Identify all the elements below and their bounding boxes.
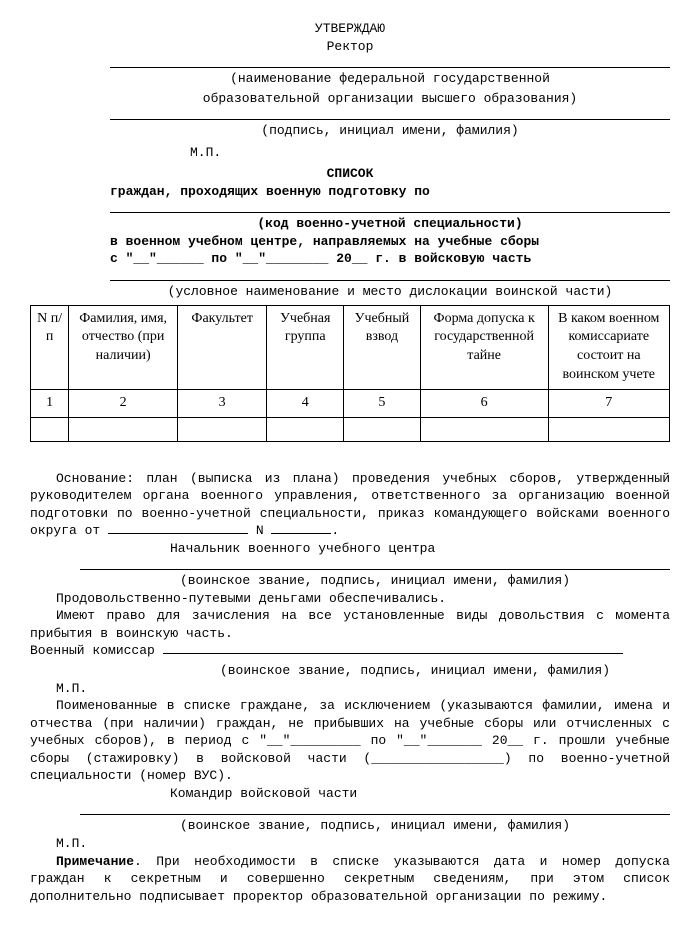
table-num-cell: 1 bbox=[31, 390, 69, 418]
note-para: Примечание. При необходимости в списке у… bbox=[30, 853, 670, 906]
table-num-cell: 3 bbox=[177, 390, 266, 418]
date-mid: по "__"________ 20__ г. в войсковую част… bbox=[204, 251, 532, 266]
commander-sub: (воинское звание, подпись, инициал имени… bbox=[80, 817, 670, 835]
approve-word: УТВЕРЖДАЮ bbox=[30, 20, 670, 38]
chief-label: Начальник военного учебного центра bbox=[170, 540, 670, 558]
table-empty-cell bbox=[548, 418, 669, 442]
order-date-line bbox=[108, 533, 248, 534]
org-sub1b: образовательной организации высшего обра… bbox=[110, 90, 670, 108]
komissar-label: Военный комиссар bbox=[30, 643, 163, 658]
table-empty-cell bbox=[344, 418, 421, 442]
title-block: граждан, проходящих военную подготовку п… bbox=[110, 183, 670, 301]
commander-label: Командир войсковой части bbox=[170, 785, 670, 803]
table-header-cell: Форма допуска к государственной тайне bbox=[420, 305, 548, 390]
unit-line bbox=[110, 268, 670, 281]
note-label: Примечание bbox=[56, 854, 134, 869]
table-num-cell: 2 bbox=[69, 390, 178, 418]
table-num-cell: 4 bbox=[267, 390, 344, 418]
table-header-cell: Фамилия, имя, отчество (при наличии) bbox=[69, 305, 178, 390]
org-line bbox=[110, 55, 670, 68]
table-empty-cell bbox=[267, 418, 344, 442]
rights-para: Имеют право для зачисления на все устано… bbox=[30, 607, 670, 642]
vus-line bbox=[110, 200, 670, 213]
org-sub1: (наименование федеральной государственно… bbox=[110, 70, 670, 88]
chief-sub: (воинское звание, подпись, инициал имени… bbox=[80, 572, 670, 590]
approve-role: Ректор bbox=[30, 38, 670, 56]
komissar-line bbox=[163, 653, 623, 654]
para1a: Основание: план (выписка из плана) прове… bbox=[30, 471, 670, 539]
table-header-cell: Учебная группа bbox=[267, 305, 344, 390]
table-header-row: N п/пФамилия, имя, отчество (при наличии… bbox=[31, 305, 670, 390]
table-empty-cell bbox=[31, 418, 69, 442]
table-empty-cell bbox=[69, 418, 178, 442]
title-line2: в военном учебном центре, направляемых н… bbox=[110, 233, 670, 251]
table-header-cell: N п/п bbox=[31, 305, 69, 390]
para1c: . bbox=[331, 523, 339, 538]
unit-sub: (условное наименование и место дислокаци… bbox=[110, 283, 670, 301]
order-num-line bbox=[271, 533, 331, 534]
title-word: СПИСОК bbox=[30, 165, 670, 183]
mp-1: М.П. bbox=[30, 680, 670, 698]
table-num-cell: 6 bbox=[420, 390, 548, 418]
title-dates: с "__"______ по "__"________ 20__ г. в в… bbox=[110, 250, 670, 268]
table-number-row: 1234567 bbox=[31, 390, 670, 418]
table-empty-cell bbox=[420, 418, 548, 442]
chief-line bbox=[80, 557, 670, 570]
main-table: N п/пФамилия, имя, отчество (при наличии… bbox=[30, 305, 670, 442]
approve-mp: М.П. bbox=[190, 144, 670, 162]
table-header-cell: Учебный взвод bbox=[344, 305, 421, 390]
date-prefix: с "__"______ bbox=[110, 251, 204, 266]
para2: Поименованные в списке граждане, за искл… bbox=[30, 697, 670, 785]
table-empty-cell bbox=[177, 418, 266, 442]
komissar-row: Военный комиссар bbox=[30, 642, 670, 660]
vus-sub: (код военно-учетной специальности) bbox=[110, 215, 670, 233]
komissar-sub: (воинское звание, подпись, инициал имени… bbox=[160, 662, 670, 680]
table-header-cell: В каком военном комиссариате состоит на … bbox=[548, 305, 669, 390]
prod-para: Продовольственно-путевыми деньгами обесп… bbox=[30, 590, 670, 608]
para1b: N bbox=[248, 523, 271, 538]
sign-line bbox=[110, 107, 670, 120]
table-num-cell: 7 bbox=[548, 390, 669, 418]
basis-para: Основание: план (выписка из плана) прове… bbox=[30, 470, 670, 540]
mp-2: М.П. bbox=[30, 835, 670, 853]
table-empty-row bbox=[31, 418, 670, 442]
table-num-cell: 5 bbox=[344, 390, 421, 418]
title-line1: граждан, проходящих военную подготовку п… bbox=[110, 183, 670, 201]
commander-line bbox=[80, 802, 670, 815]
approve-block: (наименование федеральной государственно… bbox=[110, 55, 670, 140]
sign-sub: (подпись, инициал имени, фамилия) bbox=[110, 122, 670, 140]
table-header-cell: Факультет bbox=[177, 305, 266, 390]
